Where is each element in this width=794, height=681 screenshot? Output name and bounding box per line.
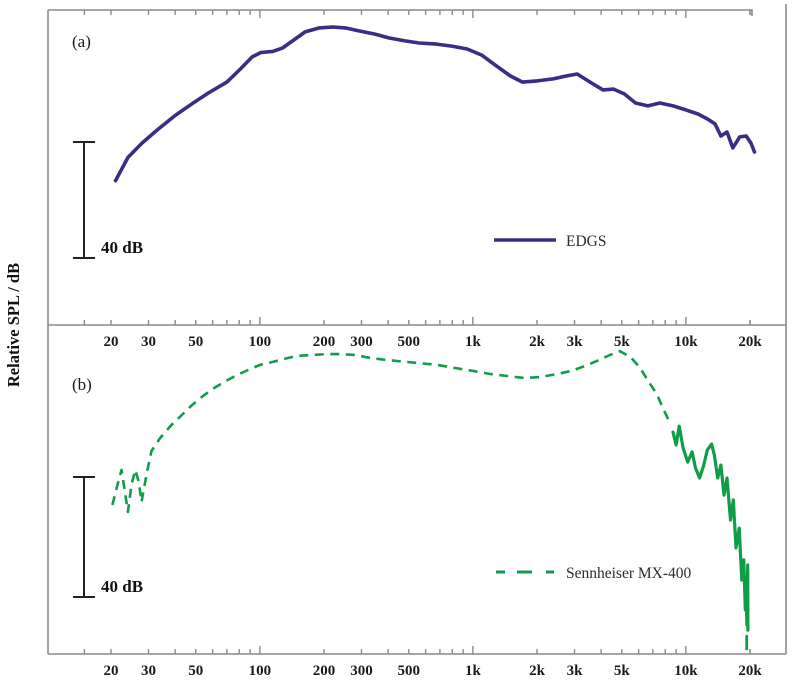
panel-b-bottom-ticks (83, 646, 751, 654)
x-tick-label: 30 (141, 334, 156, 350)
x-tick-label: 20 (104, 334, 119, 350)
x-tick-label: 2k (529, 663, 546, 679)
panel-a-bottom-ticks (83, 317, 751, 325)
frame-top-edge (48, 9, 753, 16)
x-tick-label: 20k (738, 334, 762, 350)
panel-a-label: (a) (72, 32, 91, 51)
sennheiser-curve-dashed (111, 349, 670, 514)
x-tick-label: 100 (249, 334, 272, 350)
x-tick-label: 20 (104, 663, 119, 679)
sennheiser-legend-label: Sennheiser MX-400 (566, 565, 692, 582)
x-tick-label: 10k (674, 663, 698, 679)
sennheiser-curve-noisy-tail (671, 424, 750, 632)
scale-bar-b (73, 476, 95, 598)
x-tick-label: 500 (398, 334, 421, 350)
legend-a: EDGS (494, 233, 606, 250)
scale-bar-a-value: 40 dB (101, 238, 143, 257)
x-tick-label: 50 (188, 663, 203, 679)
panel-a-tick-labels: 20 30 50 100 200 300 500 1k 2k 3k 5k 10k 20k (104, 334, 763, 350)
x-tick-label: 3k (567, 663, 584, 679)
x-tick-label: 5k (614, 663, 631, 679)
x-tick-label: 10k (674, 334, 698, 350)
scale-bar-b-value: 40 dB (101, 577, 143, 596)
x-tick-label: 300 (350, 663, 373, 679)
x-tick-label: 1k (465, 334, 482, 350)
x-tick-label: 500 (398, 663, 421, 679)
x-tick-label: 1k (465, 663, 482, 679)
x-tick-label: 3k (567, 334, 584, 350)
x-tick-label: 20k (738, 663, 762, 679)
x-tick-label: 100 (249, 663, 272, 679)
x-tick-label: 50 (188, 334, 203, 350)
x-tick-label: 200 (313, 334, 336, 350)
edgs-legend-label: EDGS (566, 233, 606, 250)
panel-b-tick-labels: 20 30 50 100 200 300 500 1k 2k 3k 5k 10k 20k (104, 663, 763, 679)
edgs-curve (113, 25, 757, 183)
x-tick-label: 5k (614, 334, 631, 350)
panel-a-top-ticks (83, 10, 751, 18)
legend-b: Sennheiser MX-400 (496, 565, 692, 582)
plot-frame (47, 4, 787, 655)
scale-bar-a (73, 141, 95, 259)
x-tick-label: 200 (313, 663, 336, 679)
x-tick-label: 300 (350, 334, 373, 350)
x-tick-label: 30 (141, 663, 156, 679)
panel-b-label: (b) (72, 375, 92, 394)
x-tick-label: 2k (529, 334, 546, 350)
y-axis-label: Relative SPL / dB (4, 263, 23, 387)
